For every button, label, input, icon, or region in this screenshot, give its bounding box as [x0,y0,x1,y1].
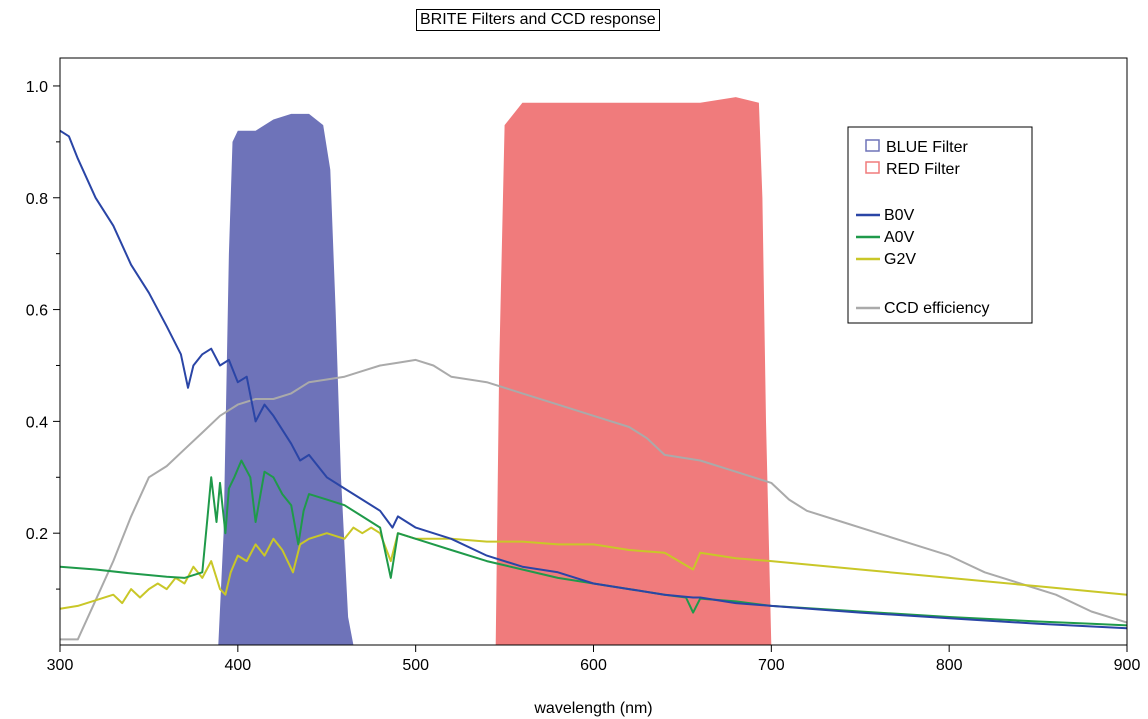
x-tick-label: 900 [1114,657,1141,674]
legend-label: RED Filter [886,161,960,178]
ccd-efficiency-line [60,358,1128,641]
y-tick-label: 0.2 [26,526,48,543]
y-tick-label: 0.6 [26,303,48,320]
legend-box [847,126,1033,324]
x-tick-label: 500 [402,657,429,674]
x-tick-label: 700 [758,657,785,674]
chart-title: BRITE Filters and CCD response [416,9,660,31]
x-tick-label: 600 [580,657,607,674]
axes: 300 400 500 600 700 800 900 0.2 0.4 0.6 0.8 1.0 [26,79,1141,674]
spectrum-lines [59,129,1128,641]
legend-label: A0V [884,229,915,246]
blue-filter-area [218,113,354,645]
legend: BLUE Filter RED Filter B0V A0V G2V CCD effici… [847,126,1033,324]
y-tick-label: 1.0 [26,79,48,96]
legend-label: BLUE Filter [886,139,968,156]
legend-label: G2V [884,251,916,268]
x-tick-label: 800 [936,657,963,674]
x-axis-label: wavelength (nm) [533,700,652,717]
g2v-line [59,526,1128,610]
legend-swatch [865,139,880,152]
legend-label: CCD efficiency [884,300,990,317]
filter-areas [218,97,772,646]
b0v-line [59,129,1128,630]
red-filter-area [495,97,772,646]
legend-label: B0V [884,207,915,224]
y-tick-label: 0.8 [26,191,48,208]
y-tick-label: 0.4 [26,414,48,431]
x-tick-label: 300 [47,657,74,674]
legend-swatch [865,161,880,174]
x-tick-label: 400 [224,657,251,674]
a0v-line [59,459,1128,627]
